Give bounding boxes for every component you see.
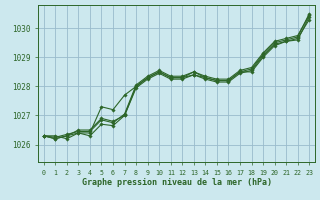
X-axis label: Graphe pression niveau de la mer (hPa): Graphe pression niveau de la mer (hPa) bbox=[82, 178, 271, 187]
